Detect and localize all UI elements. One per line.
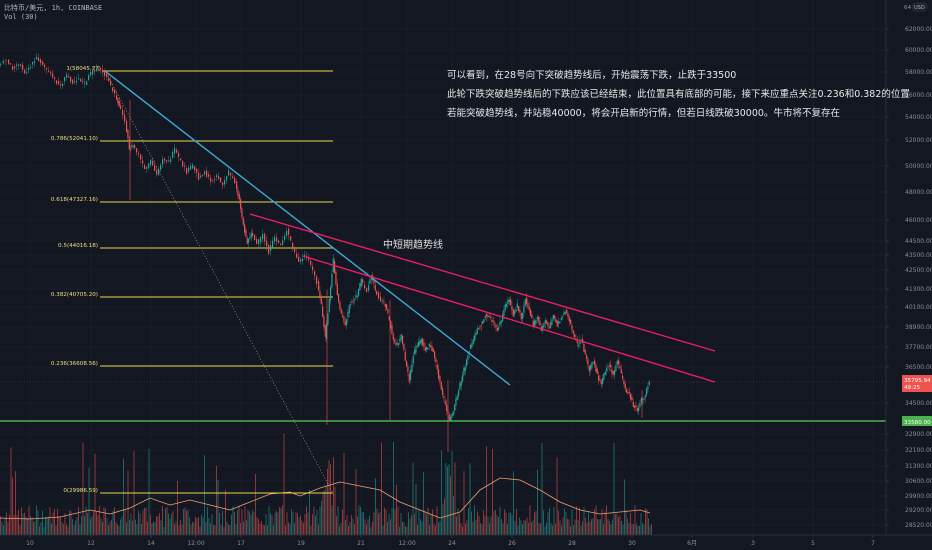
price-tick-label: 43500.00 <box>905 252 932 259</box>
time-tick-label: 19 <box>297 540 305 547</box>
red-upper-trend-line[interactable] <box>249 213 716 352</box>
analysis-note: 可以看到，在28号向下突破趋势线后，开始震荡下跌，止跌于33500 此轮下跌突破… <box>447 66 910 123</box>
time-tick-label: 28 <box>568 540 576 547</box>
price-tick-label: 36500.00 <box>905 364 932 371</box>
time-tick-label: 7 <box>871 540 875 547</box>
time-tick-label: 5 <box>811 540 815 547</box>
fib-diagonal-dotted-line[interactable] <box>104 70 334 494</box>
price-tick-label: 29200.00 <box>905 507 932 514</box>
time-tick-label: 30 <box>628 540 636 547</box>
candlesticks <box>0 52 650 452</box>
price-tick-label: 38900.00 <box>905 324 932 331</box>
fib-level-label: 0.618(47327.16) <box>51 197 98 203</box>
currency-badge[interactable]: 64 USD <box>904 2 928 12</box>
volume-bars <box>0 433 652 535</box>
price-tick-label: 42500.00 <box>905 267 932 274</box>
time-tick-label: 12 <box>87 540 95 547</box>
price-tick-label: 50000.00 <box>905 163 932 170</box>
fib-level-label: 0.786(52041.10) <box>51 136 98 142</box>
red-lower-trend-line[interactable] <box>302 255 716 383</box>
current-price-label: 35795.94 49:25 <box>902 375 932 392</box>
price-tick-label: 56000.00 <box>905 92 932 99</box>
price-tick-label: 48000.00 <box>905 189 932 196</box>
price-tick-label: 60000.00 <box>905 47 932 54</box>
price-tick-label: 62000.00 <box>905 26 932 33</box>
svg-text:USD: USD <box>914 5 925 11</box>
price-tick-label: 46000.00 <box>905 217 932 224</box>
time-tick-label: 26 <box>508 540 516 547</box>
note-line-3: 若能突破趋势线，并站稳40000，将会开启新的行情，但若日线跌破30000。牛市… <box>447 108 840 119</box>
fib-level-label: 0.382(40705.20) <box>51 292 98 298</box>
price-tick-label: 52000.00 <box>905 137 932 144</box>
note-line-2: 此轮下跌突破趋势线后的下跌应该已经结束，此位置具有底部的可能，接下来应重点关注0… <box>447 89 910 100</box>
time-tick-label: 12:00 <box>187 540 204 547</box>
volume-indicator-label[interactable]: Vol (30) <box>4 13 38 21</box>
svg-text:33580.00: 33580.00 <box>904 420 931 426</box>
trendlines[interactable] <box>104 70 716 494</box>
price-tick-label: 29900.00 <box>905 493 932 500</box>
price-tick-label: 32900.00 <box>905 431 932 438</box>
chart-legend: 比特币/美元, 1h, COINBASE Vol (30) <box>4 4 102 22</box>
price-axis[interactable]: 62000.00 60000.00 58000.00 56000.00 54000.00… <box>886 26 932 529</box>
time-tick-label: 10 <box>26 540 34 547</box>
time-tick-label: 17 <box>237 540 245 547</box>
price-tick-label: 31300.00 <box>905 463 932 470</box>
price-tick-label: 34500.00 <box>905 400 932 407</box>
time-axis[interactable]: 10 12 14 12:00 17 19 21 12:00 24 26 28 30 6月 3 5 7 <box>26 535 875 547</box>
price-tick-label: 58000.00 <box>905 69 932 76</box>
svg-text:49:25: 49:25 <box>904 385 921 391</box>
fib-level-label: 0.5(44016.18) <box>58 243 98 249</box>
trendline-label: 中短期趋势线 <box>383 240 443 251</box>
fibonacci-retracement[interactable]: 1(58045.77) 0.786(52041.10) 0.618(47327.16… <box>51 66 333 494</box>
time-tick-label: 3 <box>751 540 755 547</box>
time-tick-label: 21 <box>357 540 365 547</box>
grid-lines <box>0 0 886 535</box>
svg-text:64: 64 <box>904 5 912 11</box>
fib-level-label: 1(58045.77) <box>66 66 101 72</box>
blue-downtrend-line[interactable] <box>104 70 511 386</box>
time-tick-label: 6月 <box>687 540 697 547</box>
fib-level-label: 0.236(36608.56) <box>51 361 98 367</box>
price-tick-label: 40100.00 <box>905 304 932 311</box>
svg-text:35795.94: 35795.94 <box>904 378 931 384</box>
price-tick-label: 30600.00 <box>905 478 932 485</box>
note-line-1: 可以看到，在28号向下突破趋势线后，开始震荡下跌，止跌于33500 <box>447 70 737 81</box>
price-tick-label: 37700.00 <box>905 344 932 351</box>
symbol-title[interactable]: 比特币/美元, 1h, COINBASE <box>4 4 103 12</box>
price-tick-label: 28520.00 <box>905 522 932 529</box>
price-tick-label: 54000.00 <box>905 114 932 121</box>
fib-level-label: 0(29986.59) <box>63 488 98 494</box>
price-tick-label: 44500.00 <box>905 238 932 245</box>
time-tick-label: 14 <box>147 540 155 547</box>
time-tick-label: 24 <box>448 540 456 547</box>
time-tick-label: 12:00 <box>398 540 415 547</box>
price-tick-label: 32100.00 <box>905 447 932 454</box>
price-tick-label: 41300.00 <box>905 286 932 293</box>
support-price-label: 33580.00 <box>902 416 932 426</box>
volume-moving-average <box>0 477 651 520</box>
